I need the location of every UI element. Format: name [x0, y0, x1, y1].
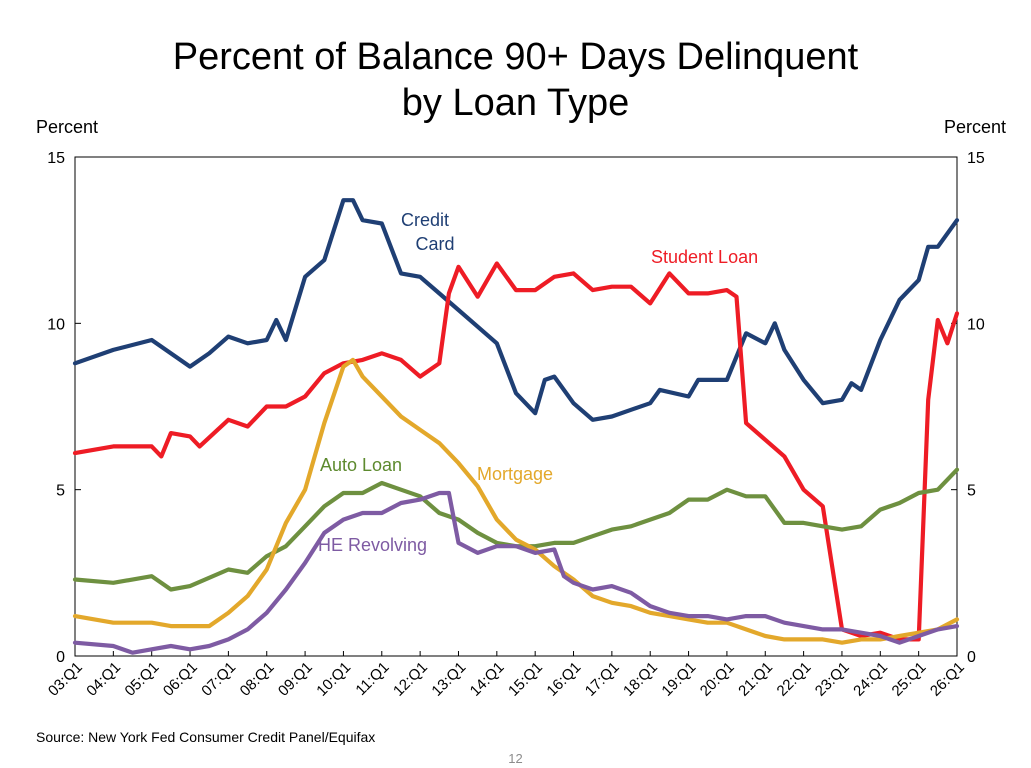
- x-tick-label: 08:Q1: [237, 659, 278, 700]
- x-tick-label: 07:Q1: [198, 659, 239, 700]
- x-tick-label: 25:Q1: [889, 659, 930, 700]
- series-line-he-revolving: [72, 490, 960, 655]
- x-tick-label: 18:Q1: [620, 659, 661, 700]
- x-tick-label: 17:Q1: [582, 659, 623, 700]
- y-tick-label-left: 5: [56, 483, 65, 500]
- series-label-line: HE Revolving: [318, 535, 427, 555]
- x-tick-label: 04:Q1: [83, 659, 124, 700]
- x-tick-label: 14:Q1: [467, 659, 508, 700]
- y-tick-label-left: 15: [47, 150, 65, 167]
- x-tick-label: 09:Q1: [275, 659, 316, 700]
- chart-title-line-1: Percent of Balance 90+ Days Delinquent: [172, 36, 859, 78]
- series-label-line: Student Loan: [651, 247, 758, 267]
- x-tick-label: 10:Q1: [313, 659, 354, 700]
- x-tick-label: 16:Q1: [543, 659, 584, 700]
- y-tick-label-left: 0: [56, 649, 65, 666]
- series-label-he-revolving: HE Revolving: [318, 535, 427, 555]
- x-tick-label: 12:Q1: [390, 659, 431, 700]
- y-tick-label-right: 15: [967, 150, 985, 167]
- x-tick-label: 23:Q1: [812, 659, 853, 700]
- series-label-student-loan: Student Loan: [651, 247, 758, 267]
- page-number: 12: [508, 751, 523, 766]
- plot-frame: [74, 156, 958, 657]
- x-tick-label: 05:Q1: [122, 659, 163, 700]
- chart-title-line-2: by Loan Type: [401, 82, 630, 124]
- x-tick-label: 06:Q1: [160, 659, 201, 700]
- right-axis-unit: Percent: [943, 117, 1006, 137]
- y-tick-label-left: 10: [47, 316, 65, 333]
- y-tick-label-right: 0: [967, 649, 976, 666]
- x-tick-label: 22:Q1: [774, 659, 815, 700]
- series-line-student-loan: [72, 261, 960, 642]
- chart-title: Percent of Balance 90+ Days Delinquent b…: [0, 34, 1031, 126]
- x-tick-label: 11:Q1: [352, 659, 392, 699]
- series-label-line: Credit: [401, 210, 449, 230]
- series-label-credit-card: Credit Card: [401, 210, 455, 254]
- series-line-credit-card: [72, 198, 960, 422]
- series-line-mortgage: [72, 357, 960, 645]
- left-axis-unit: Percent: [36, 117, 99, 137]
- series-line-auto-loan: [72, 467, 960, 592]
- x-tick-label: 13:Q1: [428, 659, 469, 700]
- y-tick-label-right: 5: [967, 483, 976, 500]
- x-tick-label: 20:Q1: [697, 659, 738, 700]
- series-label-mortgage: Mortgage: [477, 464, 553, 484]
- y-tick-label-right: 10: [967, 316, 985, 333]
- series-label-line: Mortgage: [477, 464, 553, 484]
- x-tick-label: 21:Q1: [735, 659, 776, 700]
- series-label-line: Card: [415, 234, 454, 254]
- x-tick-label: 15:Q1: [505, 659, 546, 700]
- x-tick-label: 19:Q1: [658, 659, 699, 700]
- series-label-auto-loan: Auto Loan: [320, 455, 402, 475]
- x-tick-label: 24:Q1: [850, 659, 891, 700]
- series-label-line: Auto Loan: [320, 455, 402, 475]
- x-tick-label: 26:Q1: [927, 659, 968, 700]
- x-tick-label: 03:Q1: [45, 659, 86, 700]
- source-note: Source: New York Fed Consumer Credit Pan…: [36, 729, 376, 745]
